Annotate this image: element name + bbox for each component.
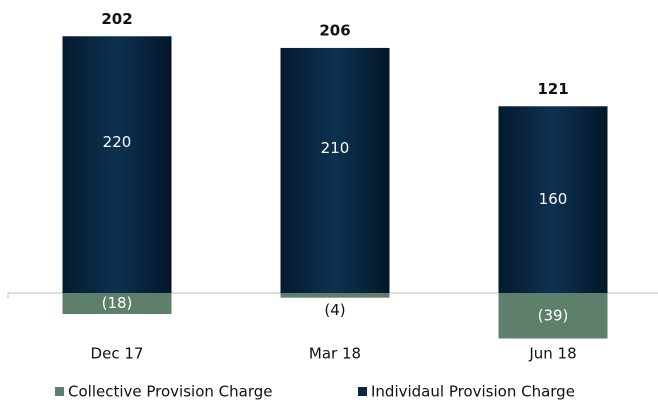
x-tick-label: Dec 17 [91, 345, 144, 363]
bar-segment [498, 106, 608, 293]
data-label: 220 [103, 133, 132, 151]
data-label: (18) [102, 294, 133, 312]
bar-segment [62, 293, 172, 315]
total-label: 202 [101, 10, 132, 28]
legend-swatch [55, 387, 64, 396]
total-label: 121 [537, 80, 568, 98]
data-label: 210 [321, 139, 350, 157]
bar-segment [62, 36, 172, 293]
bar-segment [280, 47, 390, 294]
legend-label: Collective Provision Charge [68, 383, 273, 401]
data-label: (39) [538, 306, 569, 324]
data-label: (4) [324, 301, 345, 319]
bar-segment [280, 293, 390, 298]
total-label: 206 [319, 21, 350, 39]
legend-swatch [358, 387, 367, 396]
x-tick-label: Mar 18 [309, 345, 361, 363]
legend-label: Individaul Provision Charge [371, 383, 575, 401]
bar-segment [498, 293, 608, 339]
x-tick-label: Jun 18 [528, 345, 576, 363]
data-label: 160 [539, 190, 568, 208]
